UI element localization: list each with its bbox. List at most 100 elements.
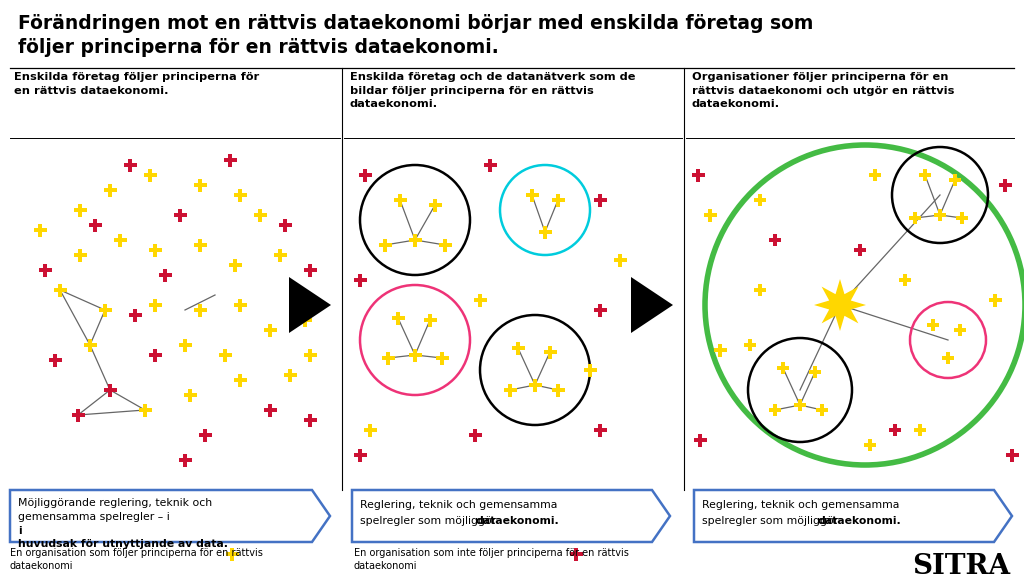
FancyBboxPatch shape bbox=[238, 373, 243, 386]
FancyBboxPatch shape bbox=[222, 348, 227, 362]
FancyBboxPatch shape bbox=[508, 384, 512, 396]
FancyBboxPatch shape bbox=[718, 343, 723, 357]
FancyBboxPatch shape bbox=[38, 223, 42, 237]
FancyBboxPatch shape bbox=[959, 212, 965, 224]
FancyBboxPatch shape bbox=[57, 283, 62, 297]
FancyBboxPatch shape bbox=[428, 203, 441, 207]
FancyBboxPatch shape bbox=[302, 313, 307, 327]
FancyBboxPatch shape bbox=[218, 353, 231, 358]
FancyBboxPatch shape bbox=[43, 263, 47, 276]
FancyBboxPatch shape bbox=[442, 238, 447, 252]
FancyBboxPatch shape bbox=[288, 369, 293, 381]
FancyBboxPatch shape bbox=[424, 317, 436, 323]
FancyBboxPatch shape bbox=[820, 404, 824, 416]
FancyBboxPatch shape bbox=[198, 238, 203, 252]
FancyBboxPatch shape bbox=[114, 237, 127, 242]
FancyBboxPatch shape bbox=[379, 242, 391, 248]
FancyBboxPatch shape bbox=[227, 153, 232, 166]
FancyBboxPatch shape bbox=[909, 216, 921, 220]
FancyBboxPatch shape bbox=[934, 213, 946, 217]
FancyBboxPatch shape bbox=[573, 548, 579, 560]
FancyBboxPatch shape bbox=[48, 358, 61, 362]
FancyBboxPatch shape bbox=[813, 366, 817, 378]
FancyBboxPatch shape bbox=[148, 302, 162, 308]
FancyBboxPatch shape bbox=[228, 263, 242, 267]
FancyBboxPatch shape bbox=[199, 433, 212, 437]
Text: spelregler som möjliggör: spelregler som möjliggör bbox=[702, 516, 842, 526]
FancyBboxPatch shape bbox=[409, 353, 422, 358]
FancyBboxPatch shape bbox=[556, 384, 560, 396]
FancyBboxPatch shape bbox=[867, 439, 872, 451]
Text: spelregler som möjliggör: spelregler som möjliggör bbox=[360, 516, 500, 526]
FancyBboxPatch shape bbox=[1006, 453, 1019, 457]
FancyBboxPatch shape bbox=[708, 209, 713, 222]
FancyBboxPatch shape bbox=[72, 412, 85, 418]
FancyBboxPatch shape bbox=[78, 203, 83, 217]
Polygon shape bbox=[352, 490, 670, 542]
FancyBboxPatch shape bbox=[691, 173, 705, 177]
FancyBboxPatch shape bbox=[153, 244, 158, 256]
FancyBboxPatch shape bbox=[52, 354, 57, 366]
FancyBboxPatch shape bbox=[777, 366, 790, 370]
FancyBboxPatch shape bbox=[529, 188, 535, 202]
FancyBboxPatch shape bbox=[148, 353, 162, 358]
FancyBboxPatch shape bbox=[267, 324, 272, 336]
FancyBboxPatch shape bbox=[383, 238, 387, 252]
FancyBboxPatch shape bbox=[469, 433, 481, 437]
FancyBboxPatch shape bbox=[483, 162, 497, 168]
FancyBboxPatch shape bbox=[919, 173, 931, 177]
FancyBboxPatch shape bbox=[307, 414, 312, 426]
FancyBboxPatch shape bbox=[472, 429, 477, 441]
FancyBboxPatch shape bbox=[794, 403, 806, 407]
FancyBboxPatch shape bbox=[307, 348, 312, 362]
Text: Reglering, teknik och gemensamma: Reglering, teknik och gemensamma bbox=[360, 500, 557, 510]
FancyBboxPatch shape bbox=[357, 274, 362, 286]
FancyBboxPatch shape bbox=[769, 408, 781, 412]
Text: Enskilda företag och de datanätverk som de
bildar följer principerna för en rätt: Enskilda företag och de datanätverk som … bbox=[350, 72, 636, 109]
Text: Möjliggörande reglering, teknik och: Möjliggörande reglering, teknik och bbox=[18, 498, 212, 508]
FancyBboxPatch shape bbox=[273, 252, 287, 257]
FancyBboxPatch shape bbox=[613, 257, 627, 263]
Text: huvudsak för utnyttjande av data.: huvudsak för utnyttjande av data. bbox=[18, 539, 228, 549]
FancyBboxPatch shape bbox=[307, 263, 312, 276]
FancyBboxPatch shape bbox=[758, 284, 762, 296]
FancyBboxPatch shape bbox=[279, 222, 292, 228]
FancyBboxPatch shape bbox=[532, 378, 538, 392]
Text: följer principerna för en rättvis dataekonomi.: följer principerna för en rättvis dataek… bbox=[18, 38, 499, 57]
FancyBboxPatch shape bbox=[714, 347, 726, 353]
FancyBboxPatch shape bbox=[954, 328, 966, 332]
Text: dataekonomi.: dataekonomi. bbox=[475, 516, 559, 526]
FancyBboxPatch shape bbox=[353, 278, 367, 282]
FancyBboxPatch shape bbox=[956, 216, 968, 220]
FancyBboxPatch shape bbox=[303, 418, 316, 422]
FancyBboxPatch shape bbox=[88, 222, 101, 228]
FancyBboxPatch shape bbox=[263, 328, 276, 332]
FancyBboxPatch shape bbox=[569, 552, 583, 556]
FancyBboxPatch shape bbox=[118, 233, 123, 247]
FancyBboxPatch shape bbox=[1010, 449, 1015, 461]
FancyBboxPatch shape bbox=[543, 225, 548, 238]
FancyBboxPatch shape bbox=[138, 408, 152, 412]
FancyBboxPatch shape bbox=[303, 267, 316, 272]
FancyBboxPatch shape bbox=[512, 346, 524, 350]
FancyBboxPatch shape bbox=[748, 339, 753, 351]
FancyBboxPatch shape bbox=[556, 194, 560, 207]
FancyBboxPatch shape bbox=[84, 343, 96, 347]
FancyBboxPatch shape bbox=[357, 449, 362, 461]
FancyBboxPatch shape bbox=[617, 253, 623, 267]
FancyBboxPatch shape bbox=[103, 388, 117, 392]
FancyBboxPatch shape bbox=[809, 370, 821, 374]
FancyBboxPatch shape bbox=[594, 308, 606, 312]
FancyBboxPatch shape bbox=[899, 278, 911, 282]
FancyBboxPatch shape bbox=[598, 194, 602, 207]
FancyBboxPatch shape bbox=[769, 238, 781, 242]
FancyBboxPatch shape bbox=[283, 218, 288, 232]
FancyBboxPatch shape bbox=[754, 288, 766, 292]
FancyBboxPatch shape bbox=[34, 228, 46, 233]
FancyBboxPatch shape bbox=[912, 212, 918, 224]
FancyBboxPatch shape bbox=[223, 157, 237, 162]
FancyBboxPatch shape bbox=[364, 427, 377, 433]
FancyBboxPatch shape bbox=[413, 233, 418, 247]
Text: En organisation som inte följer principerna för en rättvis: En organisation som inte följer principe… bbox=[354, 548, 629, 558]
FancyBboxPatch shape bbox=[263, 408, 276, 412]
